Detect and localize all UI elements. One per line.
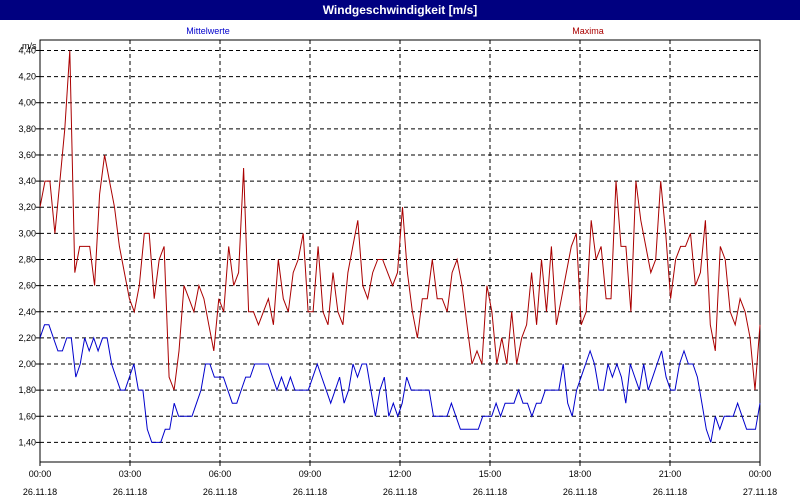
series-line-mittelwerte xyxy=(39,324,761,443)
legend-mittelwerte: Mittelwerte xyxy=(186,26,230,36)
series-line-maxima xyxy=(39,50,761,391)
legend-maxima: Maxima xyxy=(572,26,604,36)
y-tick-label: 4,20 xyxy=(18,72,36,82)
grid-lines xyxy=(40,40,760,462)
y-tick-label: 3,60 xyxy=(18,150,36,160)
x-tick-time-label: 15:00 xyxy=(479,469,502,479)
y-tick-label: 3,00 xyxy=(18,228,36,238)
y-axis-unit-label: m/s xyxy=(22,41,37,51)
y-tick-label: 2,80 xyxy=(18,254,36,264)
window-title: Windgeschwindigkeit [m/s] xyxy=(0,0,800,20)
y-tick-label: 4,40 xyxy=(18,45,36,55)
x-tick-time-label: 12:00 xyxy=(389,469,412,479)
x-tick-time-label: 00:00 xyxy=(749,469,772,479)
chart-area: 4,40 4,20 4,00 3,80 3,60 3,40 3,20 3,00 2,80 2,60… xyxy=(18,26,777,497)
y-tick-label: 2,00 xyxy=(18,359,36,369)
x-tick-date-label: 26.11.18 xyxy=(203,487,237,497)
y-tick-label: 1,40 xyxy=(18,437,36,447)
x-tick-time-label: 09:00 xyxy=(299,469,322,479)
y-tick-label: 4,00 xyxy=(18,98,36,108)
y-tick-label: 1,80 xyxy=(18,385,36,395)
x-axis-ticks: 00:00 26.11.18 03:00 26.11.18 06:00 26.11.18 0… xyxy=(23,462,777,497)
x-tick-date-label: 26.11.18 xyxy=(653,487,687,497)
x-tick-time-label: 18:00 xyxy=(569,469,592,479)
x-tick-date-label: 26.11.18 xyxy=(563,487,597,497)
y-tick-label: 2,40 xyxy=(18,307,36,317)
y-tick-label: 2,20 xyxy=(18,333,36,343)
x-tick-date-label: 26.11.18 xyxy=(473,487,507,497)
x-tick-date-label: 27.11.18 xyxy=(743,487,777,497)
x-tick-time-label: 06:00 xyxy=(209,469,232,479)
y-tick-label: 1,60 xyxy=(18,411,36,421)
x-tick-time-label: 00:00 xyxy=(29,469,52,479)
x-tick-date-label: 26.11.18 xyxy=(383,487,417,497)
x-tick-time-label: 03:00 xyxy=(119,469,142,479)
y-tick-label: 3,20 xyxy=(18,202,36,212)
y-tick-label: 3,40 xyxy=(18,176,36,186)
x-tick-date-label: 26.11.18 xyxy=(113,487,147,497)
y-tick-label: 2,60 xyxy=(18,281,36,291)
x-tick-date-label: 26.11.18 xyxy=(293,487,327,497)
x-tick-date-label: 26.11.18 xyxy=(23,487,57,497)
series-lines xyxy=(39,50,761,443)
y-axis-ticks: 4,40 4,20 4,00 3,80 3,60 3,40 3,20 3,00 2,80 2,60… xyxy=(18,45,40,447)
y-tick-label: 3,80 xyxy=(18,124,36,134)
x-tick-time-label: 21:00 xyxy=(659,469,682,479)
